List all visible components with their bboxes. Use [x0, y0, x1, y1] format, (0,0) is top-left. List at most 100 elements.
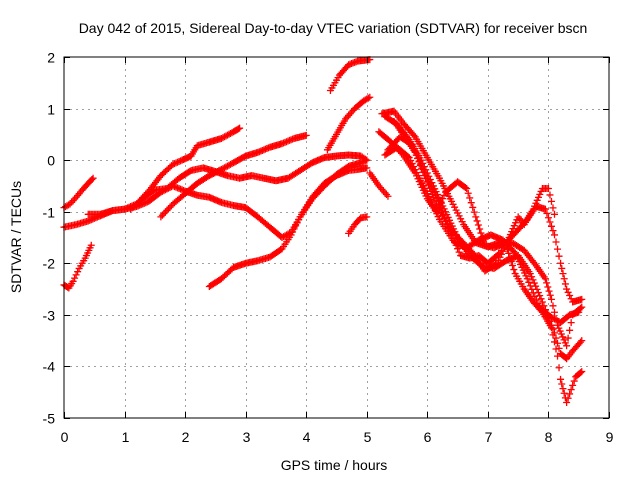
data-point	[577, 369, 585, 377]
data-point	[493, 259, 501, 267]
data-point	[555, 252, 563, 260]
data-point	[220, 133, 228, 141]
data-point	[172, 159, 180, 167]
data-point	[69, 197, 77, 205]
data-point	[224, 131, 231, 139]
data-point	[171, 160, 179, 168]
chart-title: Day 042 of 2015, Sidereal Day-to-day VTE…	[79, 20, 588, 36]
data-point	[71, 195, 79, 203]
data-point	[578, 303, 586, 311]
data-point	[411, 166, 419, 174]
series-arc-9	[326, 56, 374, 95]
data-point	[469, 203, 477, 211]
data-point	[551, 231, 558, 239]
series-arc-7	[205, 164, 371, 290]
y-axis-label: SDTVAR / TECUs	[8, 181, 24, 293]
data-point	[428, 191, 436, 199]
data-point	[161, 208, 169, 216]
data-point	[552, 345, 560, 353]
x-tick-label: 7	[485, 429, 493, 445]
data-point	[219, 134, 227, 142]
x-tick-label: 4	[303, 429, 311, 445]
data-point	[529, 276, 537, 284]
data-point	[555, 364, 563, 372]
data-point	[423, 178, 431, 186]
data-point	[415, 158, 423, 166]
data-point	[217, 134, 225, 142]
data-point	[554, 245, 562, 253]
data-point	[149, 187, 157, 195]
data-point	[570, 377, 578, 385]
data-point	[507, 257, 515, 265]
data-point	[463, 185, 471, 193]
x-axis-label: GPS time / hours	[281, 457, 388, 473]
data-point	[455, 248, 463, 256]
data-point	[578, 295, 586, 303]
data-point	[561, 280, 569, 288]
data-point	[549, 302, 557, 310]
data-point	[88, 175, 96, 183]
data-point	[505, 249, 513, 257]
data-point	[466, 194, 474, 202]
series-arc-10	[345, 213, 371, 237]
data-point	[467, 199, 475, 207]
data-point	[576, 304, 584, 312]
y-tick-label: -3	[43, 308, 56, 324]
data-point	[234, 125, 242, 133]
data-point	[157, 213, 165, 221]
data-point	[543, 209, 551, 217]
data-point	[563, 285, 571, 293]
data-point	[222, 163, 230, 171]
data-point	[554, 339, 562, 347]
data-point	[292, 222, 300, 230]
data-point	[544, 214, 552, 222]
data-point	[492, 260, 500, 268]
data-point	[87, 241, 95, 249]
data-point	[547, 295, 555, 303]
data-point	[549, 204, 557, 212]
data-point	[541, 275, 549, 283]
data-point	[546, 291, 554, 299]
y-tick-label: 2	[47, 50, 55, 66]
data-point	[405, 154, 413, 162]
data-point	[227, 129, 235, 137]
data-point	[558, 264, 566, 272]
data-point	[536, 292, 544, 300]
data-point	[575, 308, 583, 316]
data-point	[302, 131, 310, 139]
data-point	[549, 331, 557, 339]
data-point	[163, 206, 171, 214]
data-point	[366, 93, 374, 101]
data-point	[89, 174, 97, 182]
data-point	[566, 292, 574, 300]
data-point	[225, 161, 233, 169]
data-point	[295, 216, 303, 224]
data-point	[559, 270, 567, 278]
data-point	[531, 292, 539, 300]
data-point	[219, 165, 227, 173]
data-point	[560, 389, 568, 397]
data-point	[418, 165, 426, 173]
data-point	[66, 200, 74, 208]
data-point	[410, 144, 418, 152]
data-point	[560, 275, 568, 283]
data-point	[541, 205, 549, 213]
data-point	[510, 266, 518, 274]
data-point	[566, 390, 574, 398]
data-point	[363, 156, 371, 164]
data-point	[549, 227, 557, 235]
data-point	[529, 289, 537, 297]
data-point	[224, 162, 231, 170]
data-point	[222, 132, 230, 140]
data-point	[559, 385, 567, 393]
x-tick-label: 8	[545, 429, 553, 445]
data-point	[361, 155, 369, 163]
data-point	[407, 140, 415, 148]
plot-frame	[63, 56, 610, 419]
data-point	[557, 375, 565, 383]
data-point	[547, 197, 555, 205]
data-point	[506, 253, 514, 261]
x-tick-label: 5	[364, 429, 372, 445]
data-point	[420, 172, 428, 180]
